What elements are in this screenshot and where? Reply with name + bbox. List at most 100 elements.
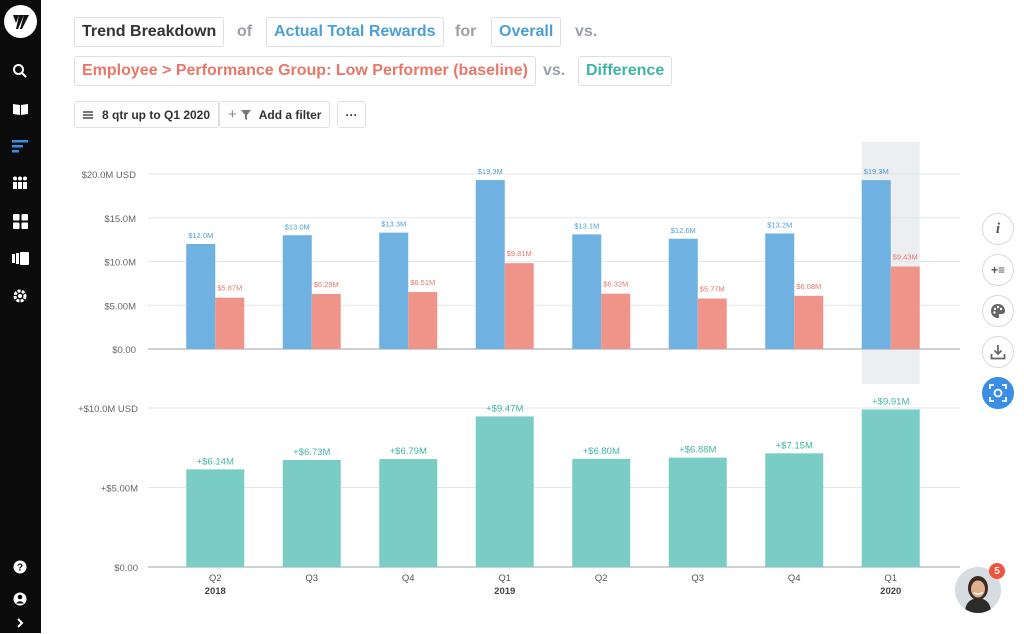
info-button[interactable]: i bbox=[982, 213, 1014, 245]
add-metric-button[interactable]: +≡ bbox=[982, 254, 1014, 286]
difference-bar[interactable] bbox=[765, 453, 824, 567]
difference-bar[interactable] bbox=[379, 459, 438, 567]
download-icon bbox=[990, 345, 1006, 360]
x-tick-label: Q3 bbox=[305, 573, 318, 584]
notification-badge[interactable]: 5 bbox=[989, 563, 1005, 579]
x-year-label: 2020 bbox=[880, 586, 901, 597]
analysis-icon[interactable] bbox=[10, 136, 30, 156]
filter-funnel-icon bbox=[240, 109, 251, 120]
top-y-tick-label: $20.0M USD bbox=[82, 170, 137, 181]
bottom-y-tick-label: $0.00 bbox=[114, 563, 138, 574]
overall-bar[interactable] bbox=[475, 180, 505, 349]
more-options-label: ··· bbox=[345, 107, 358, 122]
overall-bar[interactable] bbox=[861, 180, 891, 349]
baseline-bar[interactable] bbox=[794, 295, 824, 349]
info-icon: i bbox=[995, 220, 1001, 237]
difference-bar[interactable] bbox=[668, 457, 727, 567]
baseline-bar[interactable] bbox=[311, 293, 341, 349]
overall-bar-label: $13.1M bbox=[574, 221, 599, 230]
calendar-icon bbox=[83, 110, 93, 119]
baseline-bar-label: $6.51M bbox=[410, 278, 435, 287]
top-y-tick-label: $15.0M bbox=[104, 214, 136, 225]
for-connector: for bbox=[455, 23, 477, 40]
trend-breakdown-chart: $0.00 $5.00M $10.0M $15.0M $20.0M USD $12.0M $… bbox=[78, 142, 960, 597]
time-range-label: 8 qtr up to Q1 2020 bbox=[102, 107, 211, 122]
palette-button[interactable] bbox=[982, 295, 1014, 327]
sidebar: ? bbox=[0, 0, 41, 633]
search-icon[interactable] bbox=[10, 61, 30, 81]
overall-bar[interactable] bbox=[572, 234, 602, 349]
difference-bar[interactable] bbox=[572, 458, 631, 567]
groups-icon[interactable] bbox=[10, 173, 30, 193]
baseline-bar[interactable] bbox=[408, 292, 438, 349]
baseline-bar-label: $5.87M bbox=[217, 284, 242, 293]
expand-sidebar-icon[interactable] bbox=[13, 616, 27, 630]
difference-bar[interactable] bbox=[861, 409, 920, 567]
difference-bar-label: +$9.47M bbox=[486, 403, 523, 414]
baseline-bar-label: $6.08M bbox=[796, 282, 821, 291]
x-year-label: 2019 bbox=[494, 586, 515, 597]
bottom-y-tick-label: +$10.0M USD bbox=[78, 404, 138, 415]
top-y-tick-label: $10.0M bbox=[104, 258, 136, 269]
focus-capture-button[interactable] bbox=[982, 377, 1014, 409]
baseline-bar[interactable] bbox=[215, 297, 245, 349]
baseline-bar-label: $6.32M bbox=[603, 280, 628, 289]
comparison-selector[interactable]: Employee > Performance Group: Low Perfor… bbox=[74, 56, 536, 86]
difference-bar[interactable] bbox=[282, 459, 341, 567]
baseline-bar[interactable] bbox=[504, 263, 534, 349]
overall-bar-label: $19.3M bbox=[478, 167, 503, 176]
difference-bar-label: +$6.80M bbox=[583, 446, 620, 457]
overall-bar[interactable] bbox=[668, 238, 698, 349]
settings-gear-icon[interactable] bbox=[10, 286, 30, 306]
x-tick-label: Q4 bbox=[402, 573, 415, 584]
palette-icon bbox=[991, 304, 1005, 318]
user-account-icon[interactable] bbox=[13, 592, 27, 606]
difference-bar-label: +$6.88M bbox=[679, 445, 716, 456]
difference-bar[interactable] bbox=[475, 416, 534, 567]
x-year-label: 2018 bbox=[205, 586, 226, 597]
baseline-bar[interactable] bbox=[697, 298, 727, 349]
mode-label: Difference bbox=[586, 62, 665, 79]
time-range-button[interactable]: 8 qtr up to Q1 2020 bbox=[74, 101, 220, 128]
book-icon[interactable] bbox=[10, 99, 30, 119]
svg-text:?: ? bbox=[17, 563, 23, 574]
top-y-tick-label: $0.00 bbox=[112, 345, 136, 356]
more-options-button[interactable]: ··· bbox=[337, 101, 366, 128]
baseline-bar-label: $9.81M bbox=[507, 249, 532, 258]
overall-bar-label: $13.3M bbox=[381, 220, 406, 229]
top-y-tick-label: $5.00M bbox=[104, 301, 136, 312]
plus-icon: + bbox=[228, 106, 237, 123]
difference-bar-label: +$9.91M bbox=[872, 396, 909, 407]
overall-bar[interactable] bbox=[186, 244, 216, 349]
overall-bar[interactable] bbox=[765, 233, 795, 350]
difference-bar[interactable] bbox=[186, 469, 245, 567]
overall-bar[interactable] bbox=[282, 235, 312, 349]
logo[interactable] bbox=[4, 5, 37, 38]
x-tick-label: Q1 bbox=[498, 573, 511, 584]
dashboard-icon[interactable] bbox=[10, 211, 30, 231]
baseline-bar-label: $5.77M bbox=[700, 285, 725, 294]
population-selector[interactable]: Overall bbox=[491, 17, 562, 47]
x-tick-label: Q4 bbox=[788, 573, 801, 584]
bottom-y-tick-label: +$5.00M bbox=[101, 484, 138, 495]
metric-selector[interactable]: Actual Total Rewards bbox=[266, 17, 444, 47]
x-tick-label: Q1 bbox=[884, 573, 897, 584]
analysis-type-selector[interactable]: Trend Breakdown bbox=[74, 17, 225, 47]
add-filter-label: Add a filter bbox=[258, 107, 322, 122]
stories-icon[interactable] bbox=[10, 248, 30, 268]
difference-bar-label: +$6.79M bbox=[390, 446, 427, 457]
x-tick-label: Q3 bbox=[691, 573, 704, 584]
help-icon[interactable]: ? bbox=[13, 560, 27, 574]
download-button[interactable] bbox=[982, 336, 1014, 368]
vs-connector-2: vs. bbox=[543, 62, 566, 79]
baseline-bar[interactable] bbox=[890, 266, 920, 349]
overall-bar-label: $13.2M bbox=[767, 221, 792, 230]
analysis-type-label: Trend Breakdown bbox=[82, 23, 217, 40]
x-tick-label: Q2 bbox=[209, 573, 222, 584]
add-filter-button[interactable]: + Add a filter bbox=[219, 101, 331, 128]
overall-bar[interactable] bbox=[379, 232, 409, 349]
baseline-bar[interactable] bbox=[601, 293, 631, 349]
baseline-bar-label: $9.43M bbox=[893, 252, 918, 261]
mode-selector[interactable]: Difference bbox=[578, 56, 673, 86]
focus-capture-icon bbox=[989, 384, 1007, 402]
